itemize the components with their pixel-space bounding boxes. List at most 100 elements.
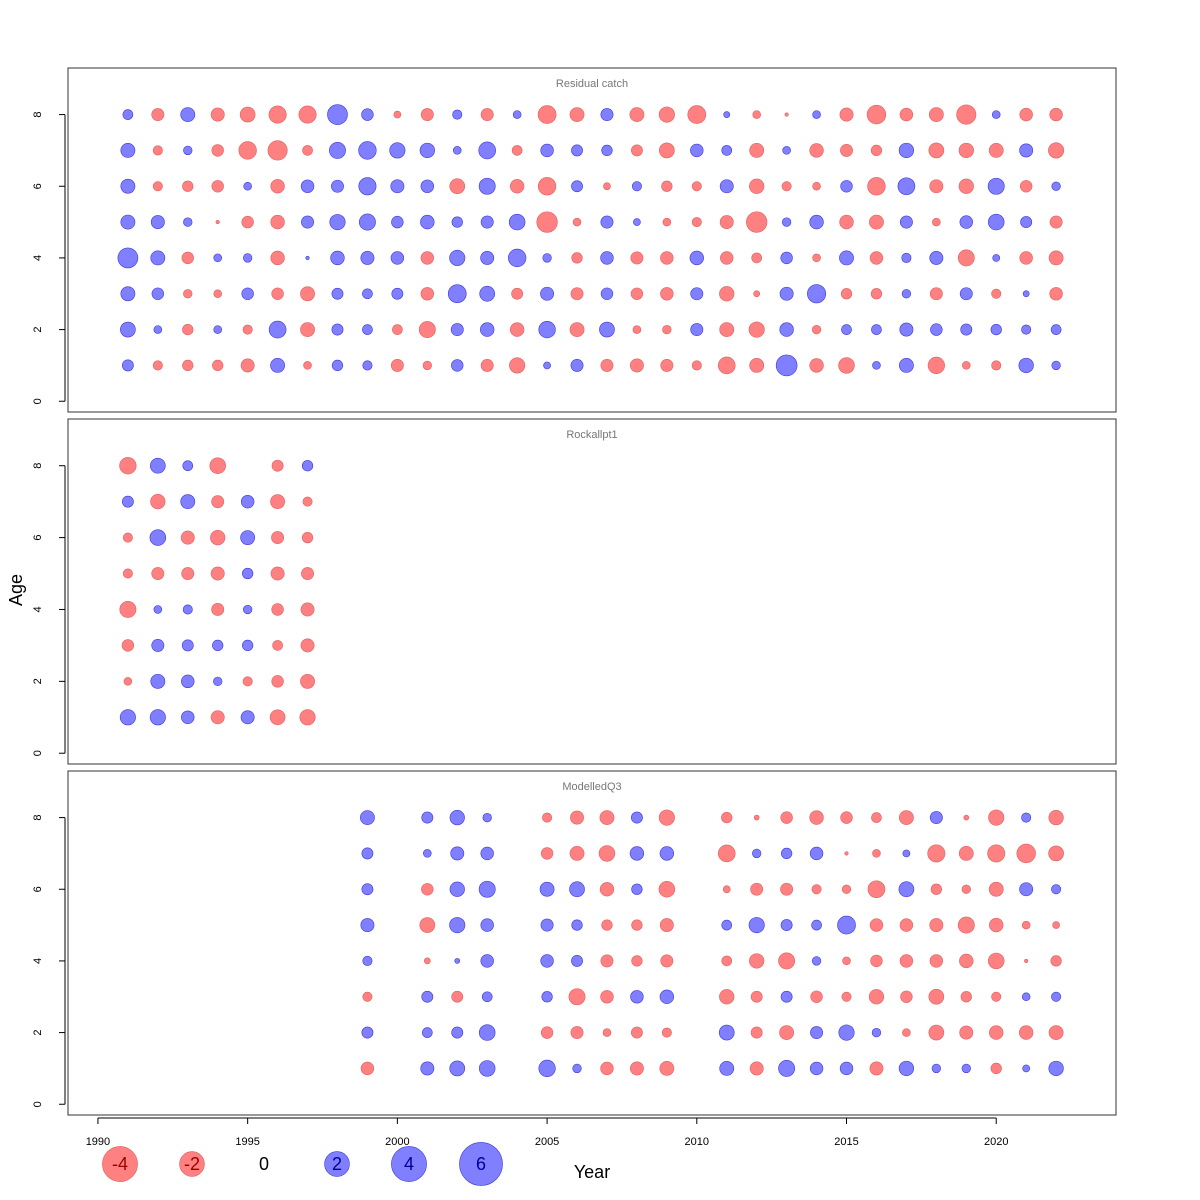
residual-bubble: [362, 955, 373, 966]
residual-bubble: [181, 710, 195, 724]
residual-bubble: [1018, 357, 1034, 374]
x-tick-label: 2015: [834, 1136, 858, 1148]
panel-title: ModelledQ3: [562, 781, 621, 793]
residual-bubble: [660, 358, 674, 372]
residual-bubble: [451, 990, 464, 1003]
residual-bubble: [871, 812, 882, 823]
residual-bubble: [331, 359, 344, 372]
residual-bubble: [362, 324, 373, 335]
residual-bubble: [481, 991, 493, 1003]
residual-bubble: [391, 287, 404, 300]
residual-bubble: [870, 288, 883, 300]
residual-bubble: [600, 215, 614, 229]
residual-bubble: [600, 358, 614, 372]
residual-bubble: [360, 1061, 375, 1076]
residual-bubble: [779, 322, 794, 337]
legend-label: -4: [112, 1154, 128, 1174]
residual-bubble: [1052, 921, 1060, 929]
residual-bubble: [778, 952, 796, 970]
residual-bubble: [960, 991, 972, 1003]
residual-bubble: [240, 710, 255, 725]
residual-bubble: [327, 104, 348, 125]
residual-bubble: [811, 884, 822, 895]
residual-bubble: [568, 988, 586, 1006]
residual-bubble: [960, 323, 973, 336]
residual-bubble: [150, 215, 165, 230]
residual-bubble: [268, 105, 287, 124]
y-tick-label: 0: [32, 750, 44, 756]
y-tick-label: 2: [32, 327, 44, 333]
residual-bubble: [779, 286, 794, 301]
residual-bubble: [182, 180, 194, 192]
residual-bubble: [213, 289, 222, 299]
residual-bubble: [300, 179, 315, 193]
residual-bubble: [775, 354, 798, 377]
y-tick-label: 2: [32, 678, 44, 684]
x-tick-label: 2005: [535, 1136, 559, 1148]
residual-bubble: [542, 253, 552, 263]
residual-bubble: [809, 1061, 824, 1076]
residual-bubble: [302, 496, 313, 507]
residual-bubble: [270, 494, 285, 510]
residual-bubble: [991, 110, 1001, 119]
residual-bubble: [598, 845, 616, 862]
residual-bubble: [690, 143, 704, 158]
residual-bubble: [362, 360, 373, 371]
residual-bubble: [630, 251, 644, 265]
residual-bubble: [305, 255, 310, 260]
residual-bubble: [120, 286, 136, 302]
residual-bubble: [540, 286, 555, 301]
residual-bubble: [748, 917, 765, 934]
residual-bubble: [809, 143, 824, 158]
residual-bubble: [123, 677, 133, 686]
residual-bubble: [213, 325, 222, 334]
legend-bubble: [179, 1151, 205, 1177]
residual-bubble: [780, 919, 793, 931]
residual-bubble: [539, 881, 555, 897]
residual-bubble: [631, 181, 642, 192]
residual-bubble: [181, 567, 195, 580]
residual-bubble: [690, 323, 704, 337]
residual-bubble: [900, 990, 913, 1003]
x-tick-label: 2020: [984, 1136, 1008, 1148]
residual-bubble: [929, 250, 944, 265]
residual-bubble: [480, 358, 494, 372]
residual-bubble: [719, 989, 735, 1005]
residual-bubble: [117, 247, 139, 269]
residual-bubble: [452, 109, 463, 120]
residual-bubble: [361, 883, 374, 896]
residual-bubble: [780, 811, 793, 824]
residual-bubble: [241, 215, 254, 229]
residual-bubble: [781, 181, 792, 192]
residual-bubble: [959, 1025, 974, 1040]
residual-bubble: [540, 143, 554, 158]
residual-bubble: [720, 251, 734, 265]
residual-bubble: [991, 360, 1002, 371]
residual-bubble: [420, 1061, 435, 1076]
legend-label: 4: [404, 1154, 414, 1174]
residual-bubble: [784, 112, 789, 117]
residual-bubble: [872, 361, 881, 370]
residual-bubble: [181, 639, 194, 652]
residual-bubble: [509, 357, 526, 374]
residual-bubble: [840, 180, 853, 193]
residual-bubble: [600, 1061, 614, 1076]
residual-bubble: [212, 359, 224, 372]
residual-bubble: [480, 846, 494, 861]
residual-bubble: [121, 495, 134, 508]
panel-frame: [67, 770, 1117, 1116]
residual-bubble: [420, 287, 434, 301]
residual-bubble: [869, 251, 884, 265]
residual-bubble: [988, 881, 1004, 897]
residual-bubble: [213, 676, 223, 686]
residual-bubble: [600, 990, 614, 1004]
residual-bubble: [422, 1027, 433, 1038]
residual-bubble: [209, 457, 226, 474]
x-axis-title: Year: [574, 1162, 610, 1182]
residual-bubble: [420, 108, 434, 122]
residual-bubble: [989, 1025, 1004, 1040]
y-axis-title: Age: [6, 574, 26, 606]
residual-bubble: [211, 495, 225, 509]
residual-bubble: [389, 142, 406, 159]
residual-bubble: [361, 1026, 374, 1039]
